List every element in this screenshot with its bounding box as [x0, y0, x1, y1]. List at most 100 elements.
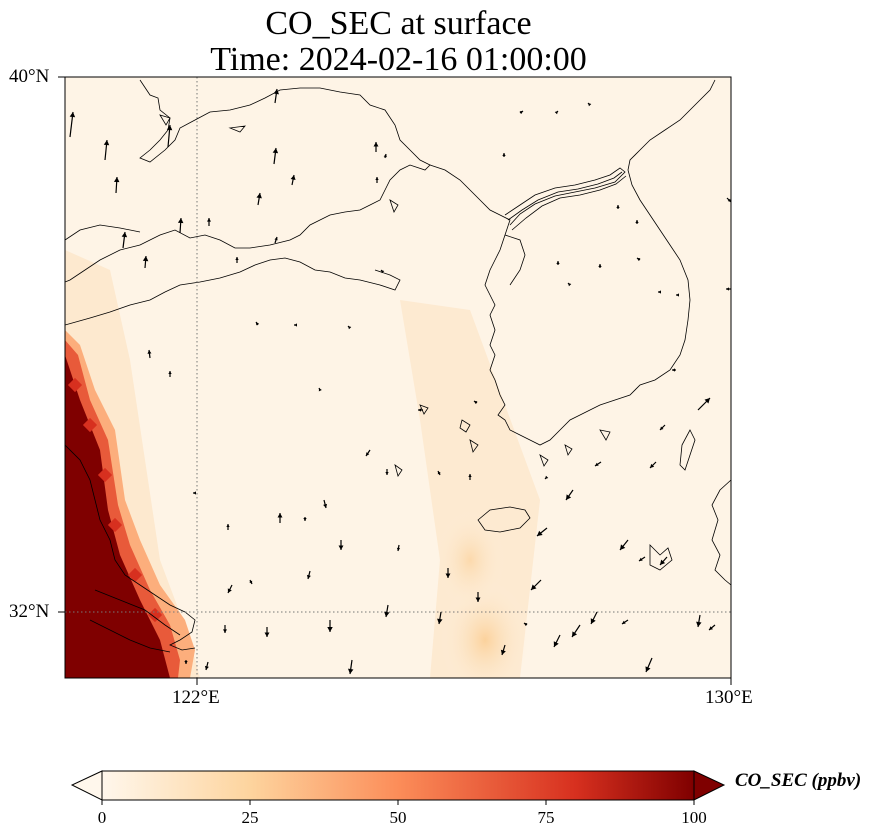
gridlines	[65, 77, 731, 678]
wind-vector-head	[113, 177, 120, 183]
wind-vector-head	[381, 270, 385, 274]
wind-vector-head	[650, 463, 655, 468]
wind-vector-head	[537, 530, 543, 536]
wind-vector-head	[396, 547, 401, 551]
wind-vector-head	[500, 649, 506, 655]
wind-vector-head	[204, 665, 209, 670]
wind-vector-head	[658, 290, 661, 294]
colorbar-tick-75: 75	[537, 808, 555, 827]
wind-vector-head	[568, 283, 572, 287]
wind-vector-head	[327, 627, 333, 632]
wind-vector-head	[676, 293, 679, 297]
wind-vector-head	[696, 621, 702, 627]
wind-vector-head	[660, 559, 666, 565]
wind-vector-head	[616, 205, 620, 208]
wind-vector-head	[437, 471, 441, 475]
wind-vector-head	[290, 175, 296, 180]
wind-vector-head	[620, 544, 626, 550]
wind-vector-head	[256, 322, 260, 326]
wind-vector-head	[385, 472, 389, 475]
colorbar-extend-max	[693, 770, 726, 801]
wind-vector-head	[256, 193, 262, 199]
wind-vector-head	[323, 503, 328, 508]
wind-vector-head	[121, 232, 128, 238]
wind-vector-head	[590, 618, 596, 624]
colorbar-extend-min	[70, 770, 103, 801]
wind-vector-head	[383, 154, 387, 158]
wind-vector-head	[384, 611, 390, 617]
wind-vector-head	[306, 574, 311, 579]
wind-vector-head	[475, 597, 481, 602]
wind-vector-head	[418, 408, 421, 412]
wind-vector-head	[645, 666, 651, 672]
wind-vector-head	[519, 111, 523, 115]
wind-vector-head	[207, 218, 211, 222]
lat-tick-32: 32°N	[9, 601, 50, 622]
wind-vector-head	[531, 584, 537, 590]
wind-vector-head	[502, 153, 506, 156]
wind-vector-head	[338, 545, 344, 550]
wind-vector-head	[347, 668, 354, 674]
lat-tick-40: 40°N	[9, 66, 50, 87]
wind-vector-head	[294, 323, 297, 327]
wind-vector-head	[184, 661, 188, 664]
wind-vector-head	[193, 491, 196, 495]
colorbar-label: CO_SEC (ppbv)	[735, 770, 862, 791]
wind-vector-head	[272, 148, 279, 154]
map-time: Time: 2024-02-16 01:00:00	[210, 41, 587, 78]
wind-vector-head	[468, 474, 472, 477]
wind-vector-head	[554, 111, 558, 115]
wind-vector-head	[437, 618, 443, 624]
wind-vector-head	[366, 452, 370, 456]
wind-vector-head	[274, 237, 278, 241]
wind-vector-head	[277, 513, 283, 518]
wind-vector-head	[637, 258, 641, 262]
wind-vector-head	[474, 401, 478, 405]
lon-tick-130: 130°E	[705, 687, 753, 708]
wind-vector-head	[727, 198, 731, 202]
wind-vector-head	[142, 256, 149, 262]
wind-vector-head	[556, 261, 560, 264]
wind-vector-head	[704, 398, 710, 404]
wind-vector-head	[303, 518, 307, 521]
colorbar-tick-100: 100	[681, 808, 707, 827]
wind-vector-head	[726, 287, 729, 291]
wind-vector-head	[103, 140, 110, 146]
wind-vector-head	[249, 580, 253, 584]
wind-vector-head	[373, 142, 379, 147]
wind-vector-head	[166, 125, 173, 131]
wind-vector-head	[660, 426, 664, 430]
wind-vector-head	[273, 89, 280, 95]
wind-vector-head	[223, 629, 227, 633]
wind-vector-head	[318, 388, 322, 392]
wind-vector-head	[445, 573, 451, 578]
concentration-field	[65, 77, 731, 678]
map-title: CO_SEC at surface	[265, 5, 532, 42]
map-frame	[64, 76, 732, 679]
wind-vector-head	[168, 371, 172, 374]
wind-vector-head	[227, 588, 232, 593]
wind-vector-head	[598, 264, 602, 267]
wind-vector-head	[588, 103, 592, 107]
wind-vector-head	[147, 350, 152, 354]
wind-vector-head	[566, 494, 572, 500]
wind-vector-head	[639, 557, 643, 561]
wind-vector-head	[709, 626, 713, 630]
wind-vector-head	[226, 524, 230, 527]
colorbar-tick-25: 25	[241, 808, 259, 827]
wind-vector-head	[235, 257, 239, 260]
wind-vector-head	[348, 326, 352, 330]
colorbar	[70, 770, 726, 805]
wind-vector-head	[545, 475, 549, 479]
wind-vector-head	[177, 218, 184, 224]
wind-vector-head	[595, 462, 599, 466]
wind-vector-head	[264, 632, 270, 637]
wind-vector-head	[69, 112, 76, 118]
colorbar-tick-50: 50	[389, 808, 407, 827]
wind-vector-head	[672, 368, 675, 372]
wind-vector-head	[375, 177, 379, 180]
wind-vector-head	[553, 641, 559, 647]
colorbar-gradient	[101, 770, 695, 801]
wind-vectors	[69, 88, 731, 675]
